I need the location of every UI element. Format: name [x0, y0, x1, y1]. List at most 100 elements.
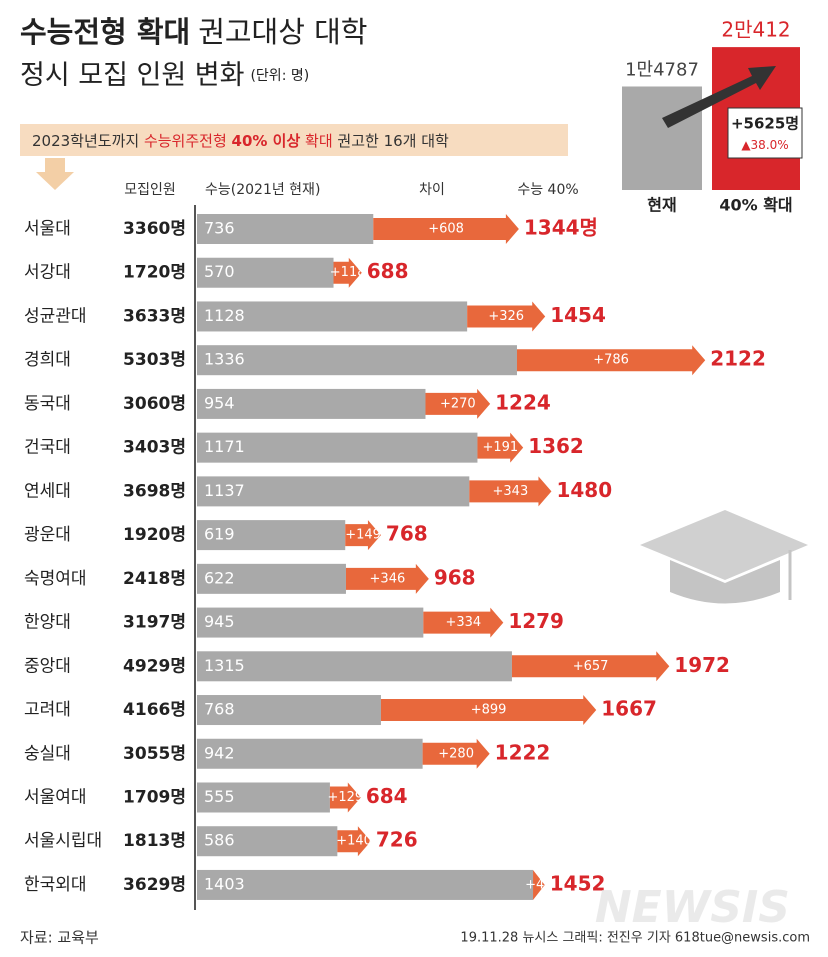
total-label: 1362: [528, 434, 584, 458]
difference-arrow: [423, 607, 504, 638]
category-label: 중앙대: [24, 656, 71, 676]
recruit-label: 1920명: [123, 525, 186, 545]
total-label: 968: [434, 565, 476, 589]
current-label: 942: [204, 743, 235, 762]
category-label: 서울시립대: [24, 831, 102, 851]
inset-category: 현재: [647, 196, 676, 215]
difference-label: +786: [593, 353, 629, 368]
banner: 2023학년도까지 수능위주전형 40% 이상 확대 권고한 16개 대학: [32, 132, 449, 150]
recruit-label: 1709명: [123, 787, 186, 807]
current-bar: [197, 869, 534, 900]
current-label: 1315: [204, 656, 245, 675]
recruit-label: 1813명: [123, 831, 186, 851]
difference-arrow: [516, 345, 706, 376]
difference-arrow: [467, 301, 546, 332]
source: 자료: 교육부: [20, 929, 99, 947]
current-bar: [197, 607, 424, 638]
difference-label: +346: [370, 571, 406, 586]
watermark: NEWSIS: [595, 882, 790, 933]
current-label: 768: [204, 700, 235, 719]
total-label: 1452: [550, 871, 606, 895]
inset-arrow: [662, 66, 776, 128]
recruit-label: 1720명: [123, 263, 186, 283]
inset-category: 40% 확대: [719, 196, 792, 215]
current-label: 555: [204, 787, 235, 806]
category-label: 서강대: [24, 263, 71, 283]
difference-arrow: [345, 520, 381, 551]
total-label: 726: [376, 828, 418, 852]
recruit-label: 3055명: [123, 744, 186, 764]
category-label: 성균관대: [24, 306, 87, 326]
current-bar: [197, 345, 517, 376]
inset-value-label: 2만412: [721, 18, 790, 42]
difference-label: +129: [328, 790, 364, 805]
cap-base: [670, 560, 780, 604]
current-label: 1403: [204, 874, 245, 893]
subtitle: 정시 모집 인원 변화 (단위: 명): [20, 60, 309, 91]
category-label: 동국대: [24, 394, 71, 414]
total-label: 768: [386, 522, 428, 546]
category-label: 한국외대: [24, 875, 87, 895]
current-bar: [197, 257, 334, 288]
category-label: 숭실대: [24, 744, 71, 764]
banner-bg: [20, 124, 568, 156]
current-bar: [197, 563, 346, 594]
difference-arrow: [380, 695, 597, 726]
difference-label: +149: [345, 528, 381, 543]
title-rest: 권고대상 대학: [198, 15, 367, 49]
difference-label: +191: [482, 440, 518, 455]
category-label: 고려대: [24, 700, 71, 720]
banner-part: 확대: [300, 132, 332, 150]
current-label: 622: [204, 568, 235, 587]
difference-arrow: [469, 476, 552, 507]
difference-arrow: [533, 869, 545, 900]
total-label: 1454: [550, 303, 606, 327]
total-label: 1224: [495, 390, 551, 414]
difference-label: +49: [525, 877, 552, 892]
current-bar: [197, 826, 338, 857]
difference-label: +270: [440, 396, 476, 411]
inset-bar: [622, 86, 702, 190]
current-bar: [197, 738, 423, 769]
inset-change: +5625명: [731, 115, 799, 133]
title-bold: 수능전형 확대: [20, 15, 190, 49]
current-label: 736: [204, 219, 235, 238]
banner-arrow: [36, 158, 74, 190]
current-label: 945: [204, 612, 235, 631]
category-label: 숙명여대: [24, 569, 87, 589]
difference-arrow: [425, 388, 491, 419]
banner-part: 40% 이상: [232, 132, 301, 150]
recruit-label: 4166명: [123, 700, 186, 720]
difference-arrow: [511, 651, 670, 682]
total-label: 1222: [495, 740, 551, 764]
difference-label: +280: [438, 746, 474, 761]
column-header: 차이: [419, 182, 445, 198]
cap-top: [640, 510, 808, 580]
total-label: 684: [366, 784, 408, 808]
unit: (단위: 명): [250, 68, 309, 84]
banner-part: 권고한 16개 대학: [333, 132, 449, 150]
recruit-label: 3197명: [123, 613, 186, 633]
recruit-label: 5303명: [123, 350, 186, 370]
recruit-label: 3403명: [123, 438, 186, 458]
total-label: 1480: [556, 478, 612, 502]
recruit-label: 3629명: [123, 875, 186, 895]
column-header: 모집인원: [124, 182, 176, 198]
category-label: 서울여대: [24, 787, 87, 807]
current-bar: [197, 214, 374, 244]
inset-value-label: 1만4787: [625, 59, 699, 80]
current-bar: [197, 782, 330, 813]
current-bar: [197, 301, 468, 332]
recruit-label: 4929명: [123, 656, 186, 676]
category-label: 한양대: [24, 613, 71, 633]
difference-label: +334: [445, 615, 481, 630]
difference-arrow: [333, 257, 362, 288]
total-label: 1667: [601, 697, 657, 721]
column-header: 수능(2021년 현재): [205, 182, 320, 198]
pct: 38.0%: [751, 138, 789, 152]
up-icon: ▲: [741, 138, 751, 152]
current-bar: [197, 476, 470, 507]
difference-label: +140: [336, 834, 372, 849]
banner-part: 2023학년도까지: [32, 132, 144, 150]
difference-arrow: [422, 738, 490, 769]
